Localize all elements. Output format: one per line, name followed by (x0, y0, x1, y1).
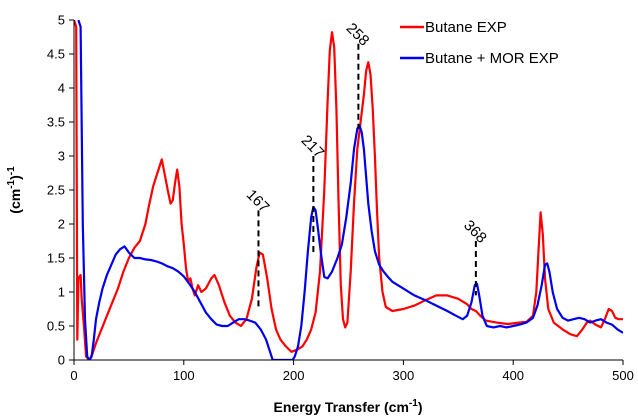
y-tick-label: 2.5 (47, 183, 65, 198)
y-tick-label: 0.5 (47, 319, 65, 334)
peak-label-258: 258 (343, 20, 373, 50)
peak-label-217: 217 (298, 132, 328, 162)
y-tick-label: 3 (58, 149, 65, 164)
y-axis-title: (cm-1)-1 (6, 166, 23, 214)
peak-label-368: 368 (460, 217, 490, 247)
x-tick-label: 0 (70, 368, 77, 383)
x-tick-label: 200 (283, 368, 305, 383)
y-tick-label: 2 (58, 217, 65, 232)
series-layer (74, 20, 623, 360)
x-axis-title: Energy Transfer (cm-1) (274, 398, 423, 415)
x-tick-label: 300 (393, 368, 415, 383)
y-tick-label: 0 (58, 353, 65, 368)
y-tick-label: 1.5 (47, 251, 65, 266)
x-tick-label: 400 (502, 368, 524, 383)
y-tick-label: 5 (58, 13, 65, 28)
axes: 0 0.5 1 1.5 2 2.5 3 3.5 4 4.5 5 0 100 200 300 400 500 (47, 13, 634, 384)
y-tick-label: 3.5 (47, 115, 65, 130)
series-line-butane-mor (77, 20, 623, 360)
legend: Butane EXP Butane + MOR EXP (400, 19, 559, 67)
legend-label: Butane + MOR EXP (425, 50, 559, 67)
x-tick-label: 100 (173, 368, 195, 383)
y-tick-label: 1 (58, 285, 65, 300)
x-tick-label: 500 (612, 368, 634, 383)
legend-label: Butane EXP (425, 19, 507, 36)
y-tick-label: 4 (58, 81, 65, 96)
peak-label-167: 167 (243, 186, 273, 216)
y-tick-label: 4.5 (47, 47, 65, 62)
series-line-butane (74, 20, 623, 360)
